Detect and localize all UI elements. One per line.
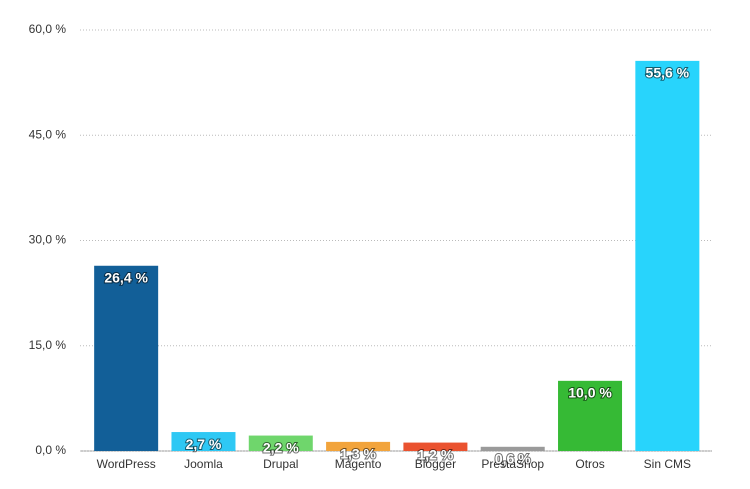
bar [248,435,313,451]
x-tick-label: WordPress [97,457,156,471]
x-tick-label: Joomla [184,457,223,471]
x-tick-label: PrestaShop [481,457,544,471]
y-tick-label: 15,0 % [29,338,67,352]
value-label: 1,3 % [340,446,376,462]
value-label: 1,2 % [418,446,454,462]
value-label: 26,4 % [104,269,148,285]
x-tick-label: Magento [335,457,382,471]
value-label: 0,6 % [495,450,531,466]
value-label: 2,2 % [263,439,299,455]
bar [558,380,623,451]
x-tick-label: Otros [575,457,604,471]
value-label: 2,7 % [186,436,222,452]
bar [635,60,700,452]
bar [480,446,545,451]
y-tick-label: 60,0 % [29,22,67,36]
value-label: 10,0 % [568,385,612,401]
x-tick-label: Drupal [263,457,298,471]
y-tick-label: 30,0 % [29,233,67,247]
bar [326,441,391,451]
y-tick-label: 0,0 % [35,443,66,457]
value-label: 55,6 % [646,65,690,81]
y-tick-label: 45,0 % [29,127,67,141]
x-tick-label: Blogger [415,457,456,471]
bar [94,265,159,451]
x-tick-label: Sin CMS [644,457,691,471]
bar [403,442,468,451]
bar [171,432,236,451]
